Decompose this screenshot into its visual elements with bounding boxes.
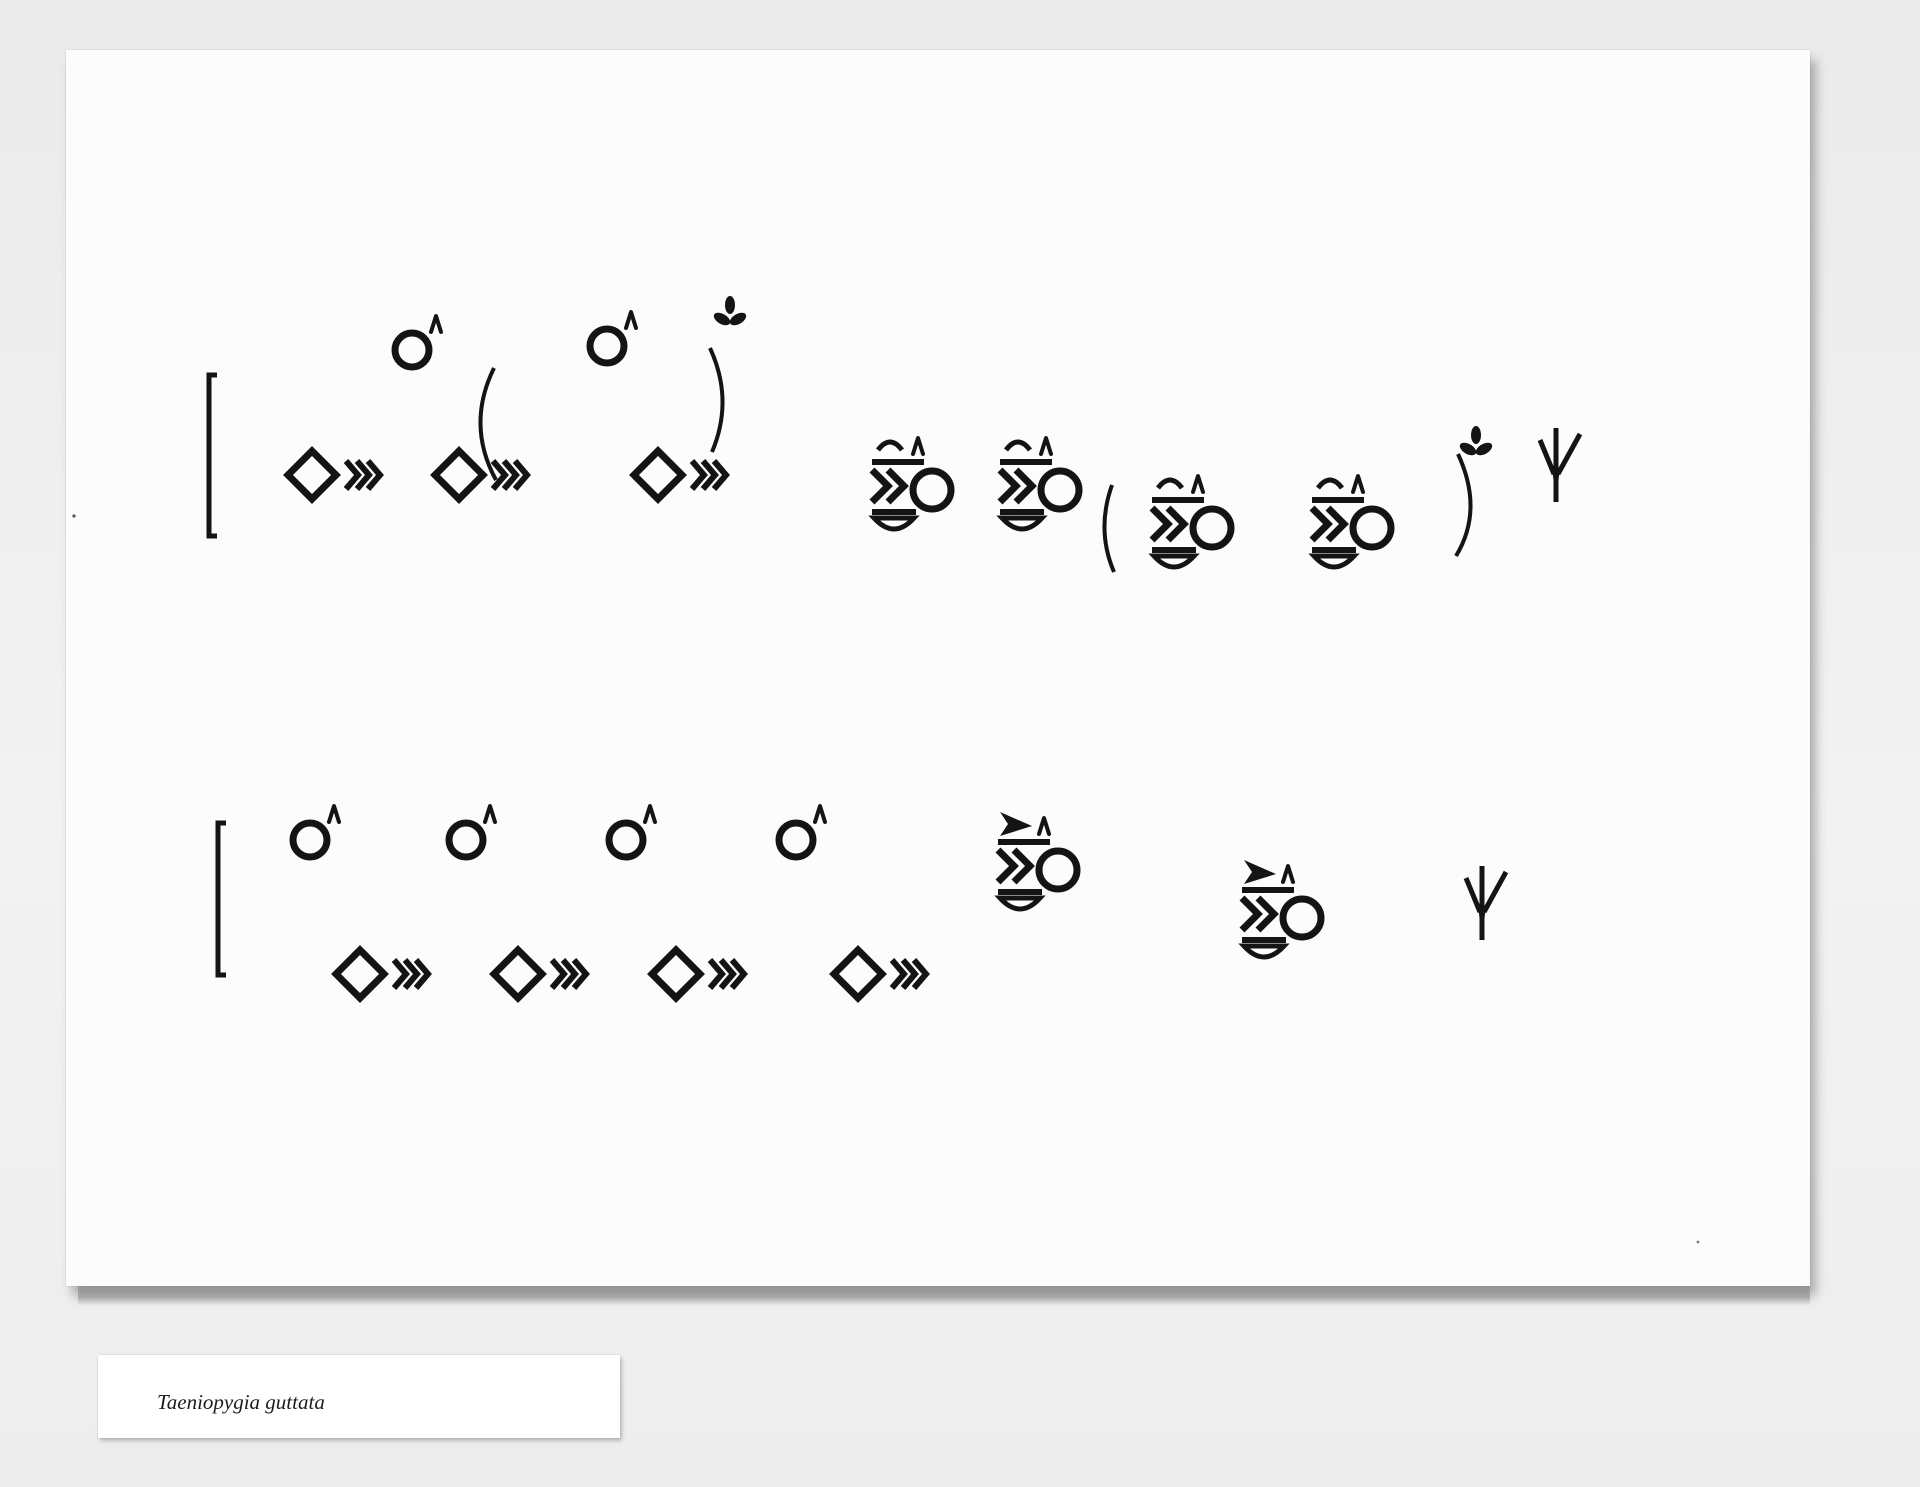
panel-bottom-edge	[78, 1284, 1810, 1306]
notation-row-2	[215, 806, 1506, 998]
o-caret-glyph	[779, 806, 825, 857]
compound-glyph-arrow	[998, 812, 1077, 909]
open-parenthesis	[1102, 484, 1116, 573]
diamond-chevrons-glyph	[435, 451, 527, 499]
compound-glyph	[1152, 476, 1231, 567]
notation-panel	[66, 50, 1810, 1286]
o-caret-glyph	[293, 806, 339, 857]
species-label: Taeniopygia guttata	[157, 1390, 325, 1414]
o-caret-glyph	[395, 316, 441, 367]
diamond-chevrons-glyph	[288, 451, 380, 499]
propeller-icon	[1457, 426, 1495, 458]
propeller-icon	[711, 296, 749, 328]
diamond-chevrons-glyph	[652, 950, 744, 998]
o-caret-glyph	[590, 312, 636, 363]
diamond-chevrons-glyph	[494, 950, 586, 998]
compound-glyph	[1000, 438, 1079, 529]
notation-canvas	[72, 296, 1700, 1244]
close-parenthesis	[708, 347, 725, 453]
diamond-chevrons-glyph	[834, 950, 926, 998]
o-caret-glyph	[449, 806, 495, 857]
paper-speck	[72, 514, 76, 518]
notation-row-1	[206, 296, 1580, 573]
diamond-chevrons-glyph	[336, 950, 428, 998]
compound-glyph-arrow	[1242, 860, 1321, 957]
bird-foot-icon	[1540, 428, 1580, 502]
row-2-bracket	[215, 820, 226, 978]
paper-speck	[1696, 1240, 1700, 1244]
close-parenthesis	[1454, 453, 1473, 558]
wall-label-card	[98, 1355, 620, 1438]
bird-foot-icon	[1466, 866, 1506, 940]
open-parenthesis	[478, 367, 498, 481]
row-1-bracket	[206, 372, 217, 539]
diamond-chevrons-glyph	[634, 451, 726, 499]
o-caret-glyph	[609, 806, 655, 857]
compound-glyph	[1312, 476, 1391, 567]
compound-glyph	[872, 438, 951, 529]
